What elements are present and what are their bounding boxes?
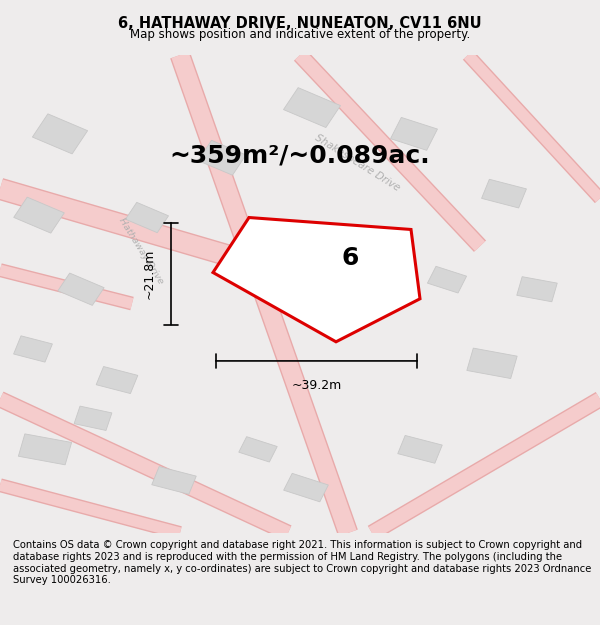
Text: 6, HATHAWAY DRIVE, NUNEATON, CV11 6NU: 6, HATHAWAY DRIVE, NUNEATON, CV11 6NU [118,16,482,31]
Text: Map shows position and indicative extent of the property.: Map shows position and indicative extent… [130,28,470,41]
Text: ~359m²/~0.089ac.: ~359m²/~0.089ac. [170,143,430,168]
Polygon shape [14,336,52,362]
Text: Hathaway Drive: Hathaway Drive [117,216,165,286]
Polygon shape [198,141,246,175]
Polygon shape [74,406,112,431]
Text: 6: 6 [341,246,358,269]
Polygon shape [517,277,557,302]
Text: ~21.8m: ~21.8m [143,249,156,299]
Polygon shape [14,197,64,233]
Polygon shape [482,179,526,208]
Polygon shape [239,437,277,462]
Polygon shape [467,348,517,379]
Polygon shape [96,366,138,394]
Polygon shape [58,273,104,306]
Text: ~39.2m: ~39.2m [292,379,341,392]
Polygon shape [427,266,467,293]
Polygon shape [283,88,341,128]
Text: Shakespeare Drive: Shakespeare Drive [313,132,401,193]
Polygon shape [284,473,328,502]
Polygon shape [391,118,437,151]
Polygon shape [125,202,169,232]
Text: Contains OS data © Crown copyright and database right 2021. This information is : Contains OS data © Crown copyright and d… [13,541,592,585]
Polygon shape [152,466,196,494]
Polygon shape [398,436,442,463]
Polygon shape [32,114,88,154]
Polygon shape [213,217,420,342]
Polygon shape [19,434,71,465]
